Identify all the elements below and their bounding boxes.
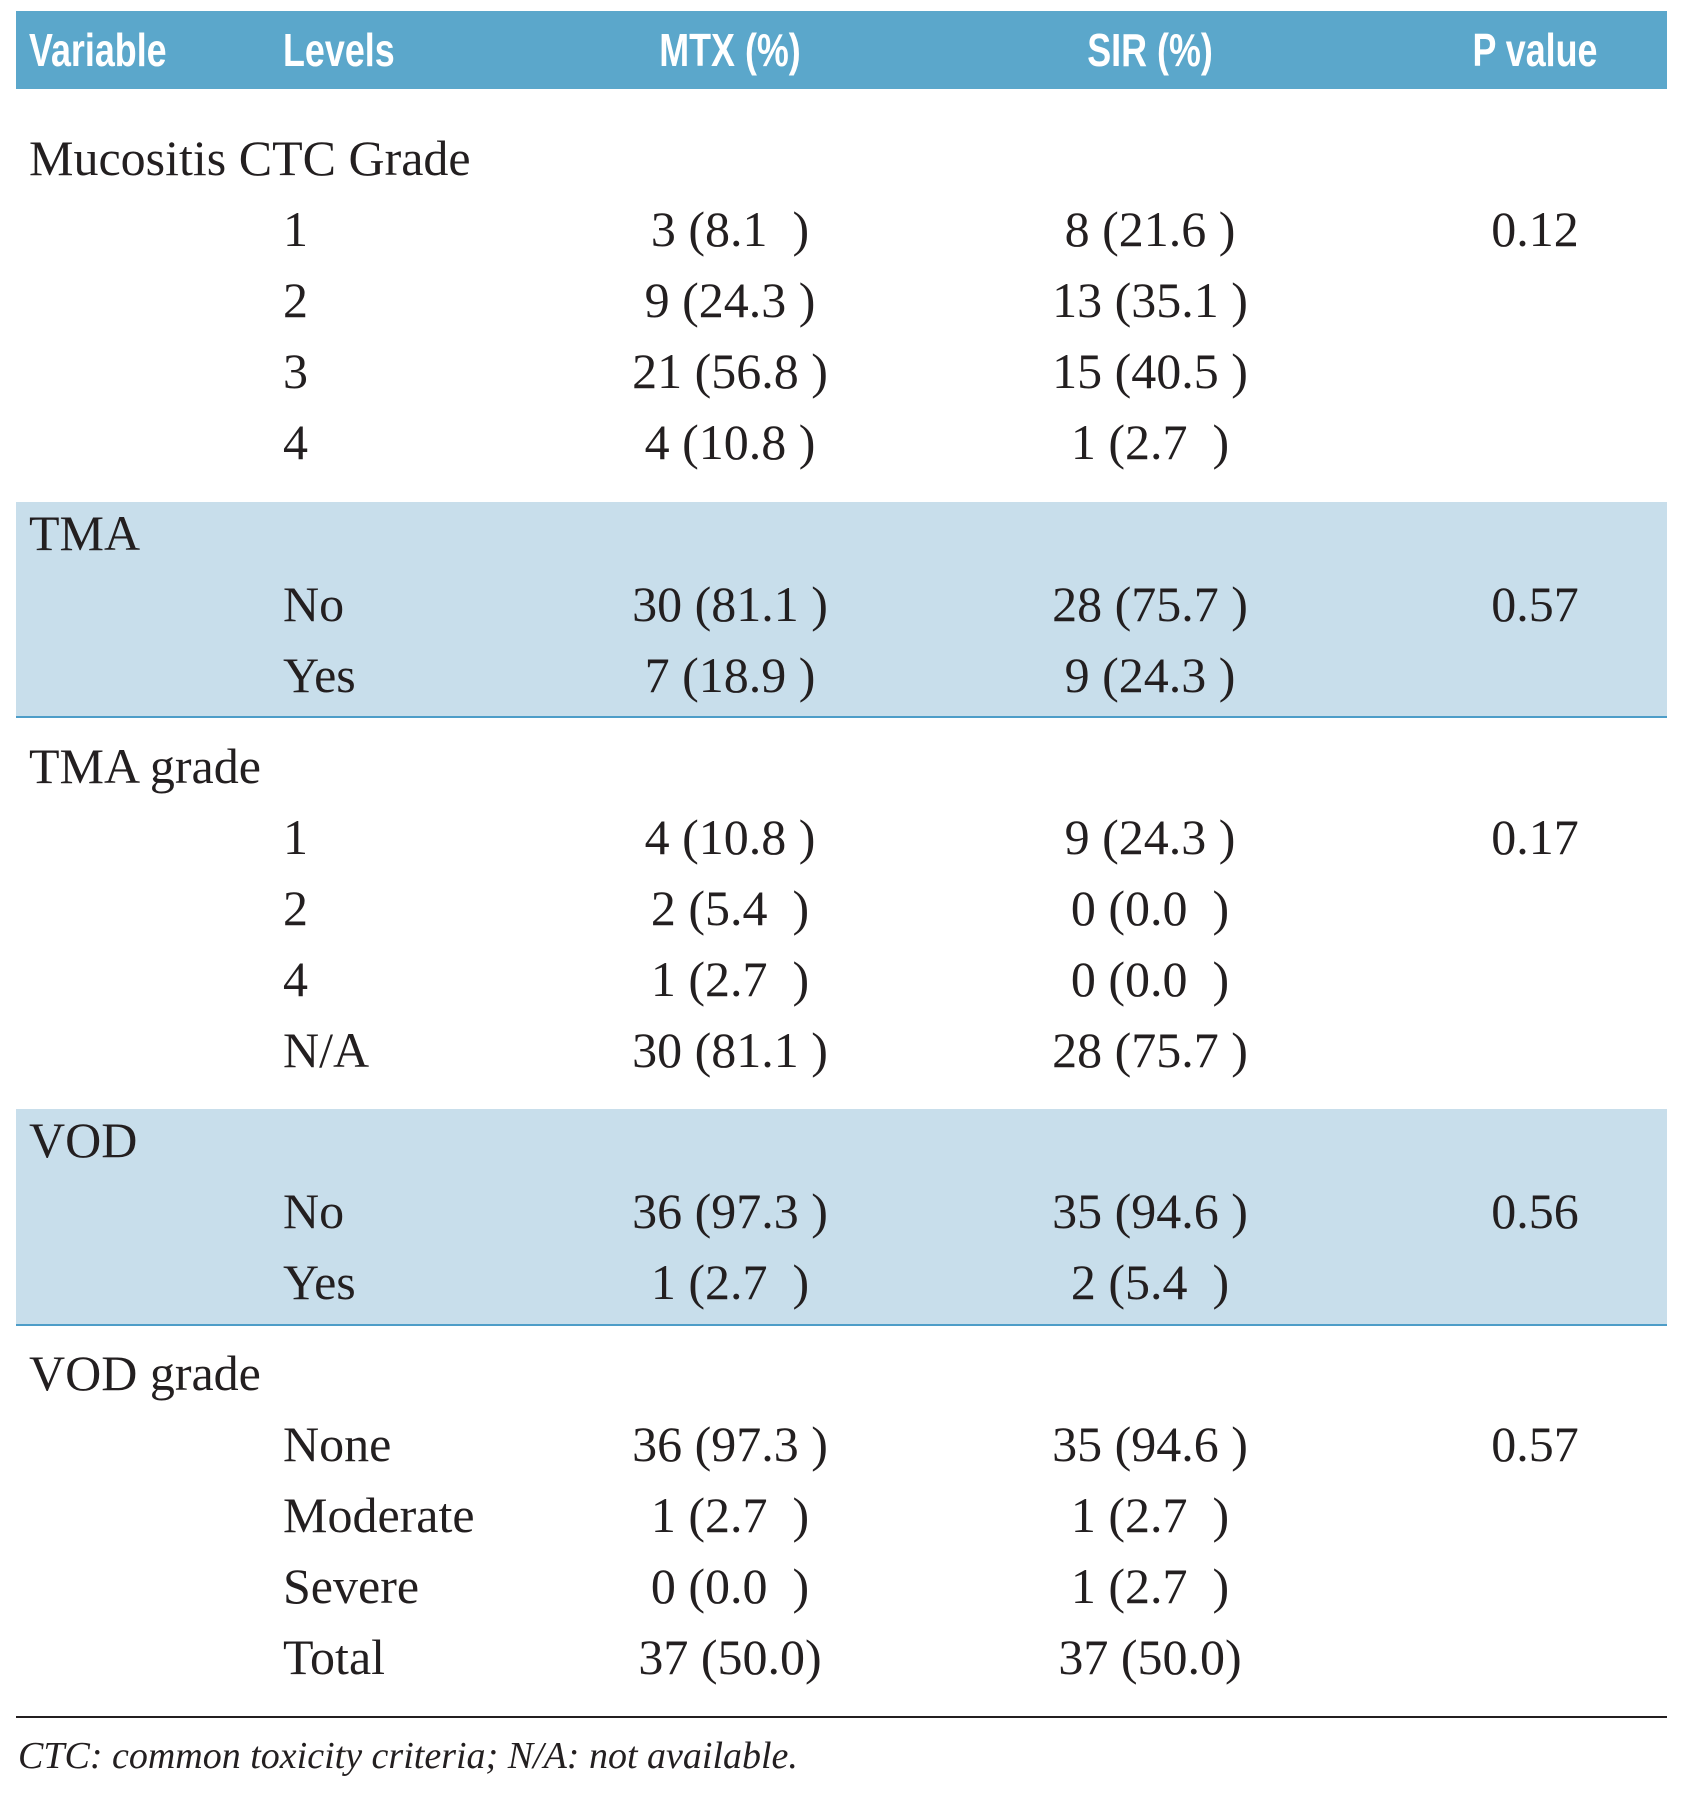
mtx-cell: 2 (5.4 ) — [650, 879, 810, 936]
mtx-cell: 37 (50.0) — [638, 1629, 822, 1686]
header-cell: Levels — [283, 24, 395, 76]
p-value: 0.57 — [1491, 575, 1579, 632]
variable-name: TMA — [29, 504, 141, 561]
sir-cell: 28 (75.7 ) — [1052, 1021, 1248, 1078]
sir-cell: 1 (2.7 ) — [1070, 414, 1230, 471]
variable-name: Mucositis CTC Grade — [29, 130, 471, 187]
mtx-cell: 3 (8.1 ) — [650, 201, 810, 258]
level: 1 — [283, 201, 308, 258]
sir-cell: 35 (94.6 ) — [1052, 1183, 1248, 1240]
level: 3 — [283, 343, 308, 400]
level: 4 — [283, 414, 308, 471]
sir-cell: 35 (94.6 ) — [1052, 1415, 1248, 1472]
sir-cell: 8 (21.6 ) — [1064, 201, 1236, 258]
level: N/A — [283, 1021, 370, 1078]
mtx-cell: 36 (97.3 ) — [632, 1415, 828, 1472]
header-band — [16, 11, 1667, 89]
sir-cell: 15 (40.5 ) — [1052, 343, 1248, 400]
p-value: 0.17 — [1491, 808, 1579, 865]
level: Severe — [283, 1558, 420, 1615]
shaded-band — [16, 501, 1667, 719]
mtx-cell: 21 (56.8 ) — [632, 343, 828, 400]
mtx-cell: 30 (81.1 ) — [632, 1021, 828, 1078]
mtx-cell: 4 (10.8 ) — [644, 414, 816, 471]
level: No — [283, 575, 345, 632]
level: 4 — [283, 950, 308, 1007]
sir-cell: 1 (2.7 ) — [1070, 1487, 1230, 1543]
mtx-cell: 36 (97.3 ) — [632, 1183, 828, 1240]
mtx-cell: 0 (0.0 ) — [650, 1558, 810, 1615]
mtx-cell: 4 (10.8 ) — [644, 808, 816, 865]
level: 2 — [283, 272, 308, 329]
variable-name: VOD grade — [29, 1344, 261, 1401]
level: Moderate — [283, 1487, 475, 1543]
variable-name: TMA grade — [29, 737, 261, 794]
header-cell: P value — [1472, 24, 1598, 76]
sir-cell: 37 (50.0) — [1058, 1629, 1242, 1686]
p-value: 0.12 — [1491, 201, 1579, 258]
sir-cell: 13 (35.1 ) — [1052, 272, 1248, 329]
mtx-cell: 30 (81.1 ) — [632, 575, 828, 632]
mtx-cell: 1 (2.7 ) — [650, 950, 810, 1007]
mtx-cell: 7 (18.9 ) — [644, 646, 816, 703]
sir-cell: 9 (24.3 ) — [1064, 646, 1236, 703]
header-cell: MTX (%) — [659, 24, 801, 76]
header-cell: Variable — [29, 24, 167, 76]
sir-cell: 0 (0.0 ) — [1070, 950, 1230, 1007]
level: 1 — [283, 808, 308, 865]
sir-cell: 0 (0.0 ) — [1070, 879, 1230, 936]
p-value: 0.57 — [1491, 1415, 1579, 1472]
sir-cell: 28 (75.7 ) — [1052, 575, 1248, 632]
level: Yes — [283, 1254, 356, 1311]
shaded-band — [16, 1109, 1667, 1326]
mtx-cell: 9 (24.3 ) — [644, 272, 816, 329]
sir-cell: 9 (24.3 ) — [1064, 808, 1236, 865]
level: None — [283, 1415, 392, 1472]
p-value: 0.56 — [1491, 1183, 1579, 1240]
level: 2 — [283, 879, 308, 936]
sir-cell: 2 (5.4 ) — [1070, 1254, 1230, 1311]
footnote: CTC: common toxicity criteria; N/A: not … — [18, 1734, 798, 1777]
mtx-cell: 1 (2.7 ) — [650, 1487, 810, 1543]
variable-name: VOD — [29, 1112, 138, 1169]
footer-rule — [16, 1715, 1667, 1718]
header-cell: SIR (%) — [1087, 24, 1213, 76]
mtx-cell: 1 (2.7 ) — [650, 1254, 810, 1311]
level: Yes — [283, 646, 356, 703]
level: No — [283, 1183, 345, 1240]
level: Total — [283, 1629, 386, 1686]
sir-cell: 1 (2.7 ) — [1070, 1558, 1230, 1615]
